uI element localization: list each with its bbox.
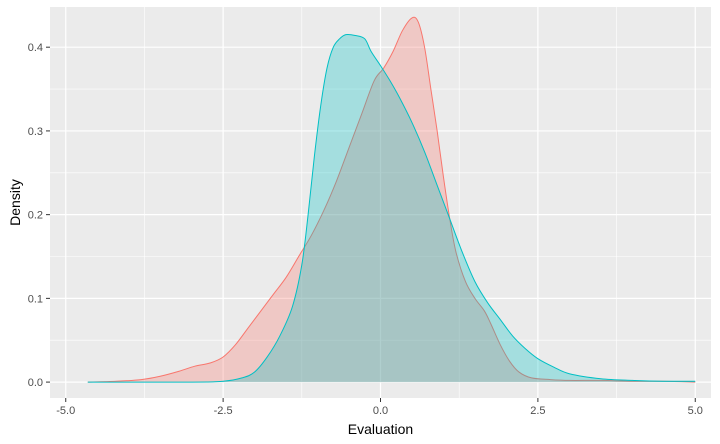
x-tick-label: 5.0 [688, 405, 703, 417]
density-line-2 [87, 33, 696, 383]
density-area-1 [87, 17, 696, 383]
y-tick-label: 0.2 [28, 210, 43, 222]
y-axis-title: Density [7, 179, 23, 226]
y-tick-label: 0.0 [28, 377, 43, 389]
x-axis-title: Evaluation [348, 421, 413, 437]
x-tick-label: -2.5 [214, 405, 233, 417]
y-tick-label: 0.3 [28, 126, 43, 138]
y-tick-label: 0.1 [28, 293, 43, 305]
x-tick-label: 0.0 [373, 405, 388, 417]
x-tick-label: 2.5 [530, 405, 545, 417]
x-tick-label: -5.0 [56, 405, 75, 417]
major-gridlines [50, 7, 711, 398]
y-tick-label: 0.4 [28, 42, 43, 54]
axis-tick-marks [46, 46, 696, 402]
x-tick-labels: -5.0 -2.5 0.0 2.5 5.0 [56, 405, 703, 417]
density-series-layer [87, 16, 696, 383]
density-area-2 [87, 34, 696, 383]
y-tick-labels: 0.0 0.1 0.2 0.3 0.4 [28, 42, 43, 389]
density-line-1 [87, 16, 696, 383]
